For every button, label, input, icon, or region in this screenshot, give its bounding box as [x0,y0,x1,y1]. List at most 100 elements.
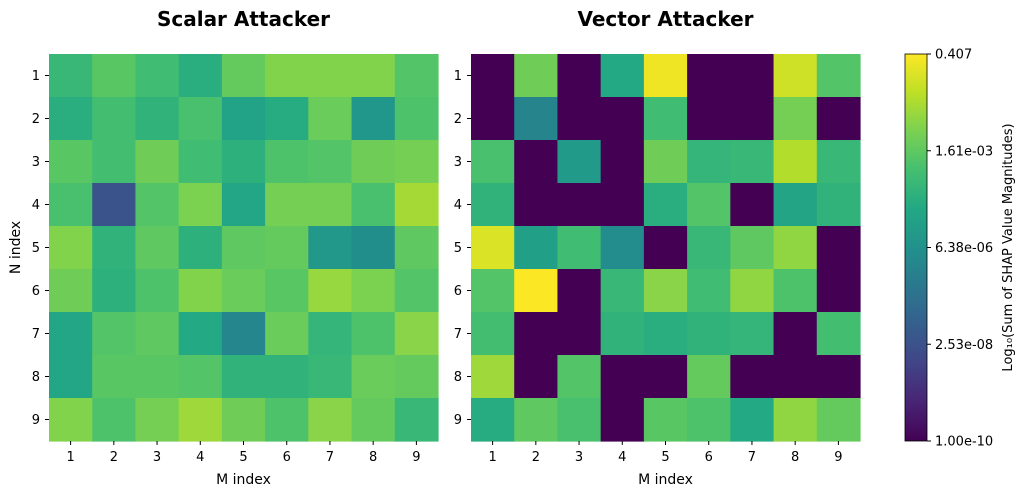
panel-1-cell-r3-c8 [351,140,396,184]
panel-1-xtick-label: 8 [369,450,377,465]
panel-2-xtick-label: 7 [748,450,756,465]
panel-2-cell-r4-c4 [600,183,645,227]
panel-1-cell-r9-c1 [49,398,93,442]
panel-1-xtick-label: 7 [326,450,334,465]
panel-2-cell-r6-c3 [557,269,602,313]
panel-1-cell-r8-c7 [308,355,353,399]
panel-2-cell-r3-c7 [730,140,775,184]
panel-2-ytick-label: 8 [454,370,462,385]
panel-2-cell-r1-c8 [773,54,818,98]
panel-1-cell-r1-c7 [308,54,353,98]
panel-2-xtick-label: 8 [791,450,799,465]
panel-2-cell-r5-c6 [687,226,731,270]
panel-2-cell-r1-c3 [557,54,602,98]
panel-1-cell-r9-c9 [394,398,439,442]
panel-2-title: Vector Attacker [577,7,753,31]
panel-2-cell-r1-c9 [816,54,861,98]
panel-1-cell-r1-c2 [92,54,137,98]
panel-2-cell-r5-c9 [816,226,861,270]
colorbar-tick-label: 2.53e-08 [935,338,993,353]
panel-1-cell-r9-c3 [135,398,180,442]
panel-2-cell-r7-c7 [730,312,775,356]
panel-1-cell-r6-c9 [394,269,439,313]
panel-2-cell-r2-c2 [514,97,559,141]
panel-2-cell-r9-c2 [514,398,559,442]
panel-2-xtick-label: 1 [488,450,496,465]
panel-2-cell-r3-c6 [687,140,731,184]
panel-1-cell-r2-c3 [135,97,180,141]
panel-2-ytick-label: 9 [454,413,462,428]
panel-2-cell-r9-c1 [471,398,515,442]
panel-1-cell-r7-c1 [49,312,93,356]
panel-1-cell-r3-c9 [394,140,439,184]
panel-2-cell-r7-c1 [471,312,515,356]
panel-1-cell-r6-c5 [221,269,266,313]
panel-1-ylabel: N index [8,221,24,274]
panel-1-cell-r1-c8 [351,54,396,98]
panel-1-cell-r7-c6 [265,312,309,356]
panel-2-cell-r4-c6 [687,183,731,227]
panel-2-cell-r6-c6 [687,269,731,313]
panel-1-xtick-label: 5 [239,450,247,465]
panel-2-cell-r8-c5 [643,355,688,399]
panel-2-cell-r5-c8 [773,226,818,270]
panel-2-ytick-label: 6 [454,284,462,299]
panel-2-cell-r4-c2 [514,183,559,227]
panel-1-cell-r3-c6 [265,140,309,184]
panel-2-cell-r9-c3 [557,398,602,442]
panel-1-xlabel: M index [216,472,271,488]
panel-1-cell-r6-c2 [92,269,137,313]
panel-1-cell-r4-c7 [308,183,353,227]
panel-1-cell-r8-c9 [394,355,439,399]
panel-2-cell-r6-c7 [730,269,775,313]
panel-2-cell-r3-c4 [600,140,645,184]
panel-1-xtick-label: 6 [283,450,291,465]
panel-1-cell-r6-c6 [265,269,309,313]
panel-1-cell-r1-c1 [49,54,93,98]
panel-2-cell-r4-c3 [557,183,602,227]
panel-1-cell-r1-c5 [221,54,266,98]
panel-1-cell-r9-c5 [221,398,266,442]
panel-1-cell-r3-c2 [92,140,137,184]
panel-1-cell-r4-c5 [221,183,266,227]
panel-2-ytick-label: 3 [454,155,462,170]
panel-2-ytick-label: 7 [454,327,462,342]
panel-2-cell-r3-c1 [471,140,515,184]
panel-1-cell-r7-c7 [308,312,353,356]
panel-1-cell-r5-c8 [351,226,396,270]
panel-2-cell-r7-c3 [557,312,602,356]
panel-2-cell-r8-c9 [816,355,861,399]
panel-2-cell-r1-c6 [687,54,731,98]
panel-1-cell-r5-c2 [92,226,137,270]
panel-1-cell-r9-c8 [351,398,396,442]
panel-2-cell-r9-c4 [600,398,645,442]
panel-2-cell-r8-c7 [730,355,775,399]
panel-1-ytick-label: 4 [32,198,40,213]
panel-2-xtick-label: 9 [834,450,842,465]
panel-1-title: Scalar Attacker [157,7,330,31]
panel-1-ytick-label: 3 [32,155,40,170]
panel-1-ytick-label: 2 [32,112,40,127]
panel-1-cell-r4-c6 [265,183,309,227]
panel-1-cell-r2-c1 [49,97,93,141]
panel-2-ytick-label: 2 [454,112,462,127]
colorbar [904,53,928,442]
panel-2-cell-r2-c4 [600,97,645,141]
panel-1-ytick-label: 5 [32,241,40,256]
panel-1-cell-r4-c8 [351,183,396,227]
panel-2-cell-r8-c4 [600,355,645,399]
panel-1-cell-r9-c4 [178,398,223,442]
panel-2-cell-r2-c3 [557,97,602,141]
panel-1-cell-r6-c3 [135,269,180,313]
panel-2-cell-r1-c7 [730,54,775,98]
colorbar-tick-label: 1.61e-03 [935,144,993,159]
panel-2-cell-r2-c7 [730,97,775,141]
panel-2-cell-r5-c2 [514,226,559,270]
panel-1-cell-r8-c5 [221,355,266,399]
panel-1-cell-r4-c1 [49,183,93,227]
panel-2-ytick-label: 1 [454,69,462,84]
panel-1-cell-r2-c4 [178,97,223,141]
panel-1-ytick-label: 6 [32,284,40,299]
panel-1-cell-r8-c4 [178,355,223,399]
